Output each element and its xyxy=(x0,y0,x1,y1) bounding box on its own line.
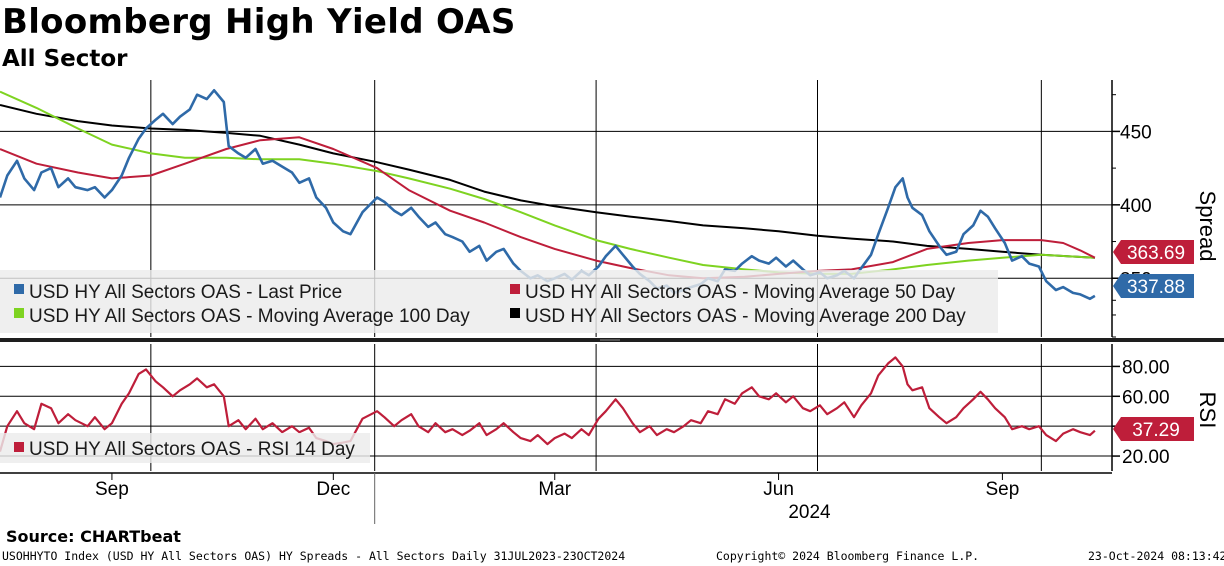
last-price-value-flag-bg xyxy=(1113,274,1194,298)
legend-swatch xyxy=(14,308,24,318)
x-axis-month-label: Mar xyxy=(538,479,571,500)
price-y-tick-label: 450 xyxy=(1120,122,1152,143)
footer-copyright: Copyright© 2024 Bloomberg Finance L.P. xyxy=(716,549,980,563)
price-axis-title: Spread xyxy=(1195,191,1220,262)
rsi-axis-title: RSI xyxy=(1195,392,1220,429)
legend-label: USD HY All Sectors OAS - Last Price xyxy=(29,282,342,303)
x-axis-month-label: Sep xyxy=(95,479,129,500)
chart-subtitle: All Sector xyxy=(2,46,128,72)
legend-swatch xyxy=(510,284,520,294)
rsi-value-flag-bg xyxy=(1113,417,1194,441)
rsi-y-tick-label: 60.00 xyxy=(1122,387,1170,408)
x-axis-month-label: Jun xyxy=(763,479,794,500)
x-axis-month-label: Dec xyxy=(316,479,350,500)
ma50-value-flag-bg xyxy=(1113,240,1194,264)
legend-swatch xyxy=(14,284,24,294)
legend-label: USD HY All Sectors OAS - Moving Average … xyxy=(29,306,470,327)
footer-timestamp: 23-Oct-2024 08:13:42 xyxy=(1088,549,1224,563)
ma50-value-flag: 363.69 xyxy=(1127,243,1185,264)
x-axis-month-label: Sep xyxy=(986,479,1020,500)
price-y-tick-label: 400 xyxy=(1120,196,1152,217)
legend-swatch xyxy=(14,442,24,452)
rsi-line xyxy=(0,356,1096,452)
chart-title: Bloomberg High Yield OAS xyxy=(2,2,516,42)
last-price-line xyxy=(0,89,1096,301)
ma50-line xyxy=(0,136,1096,280)
source-note: Source: CHARTbeat xyxy=(6,527,181,546)
legend-label: USD HY All Sectors OAS - Moving Average … xyxy=(525,282,956,303)
price-legend-box xyxy=(0,270,998,333)
rsi-value-flag: 37.29 xyxy=(1132,420,1180,441)
legend-label: USD HY All Sectors OAS - Moving Average … xyxy=(525,306,966,327)
rsi-y-tick-label: 20.00 xyxy=(1122,447,1170,468)
rsi-legend-box xyxy=(0,433,370,463)
x-axis-year-label: 2024 xyxy=(788,502,831,523)
footer-ticker: USOHHYTO Index (USD HY All Sectors OAS) … xyxy=(2,549,626,563)
legend-swatch xyxy=(510,308,520,318)
last-price-value-flag: 337.88 xyxy=(1127,277,1185,298)
legend-label: USD HY All Sectors OAS - RSI 14 Day xyxy=(29,439,355,460)
rsi-y-tick-label: 80.00 xyxy=(1122,357,1170,378)
ma100-line xyxy=(0,90,1095,275)
ma200-line xyxy=(0,104,1095,259)
